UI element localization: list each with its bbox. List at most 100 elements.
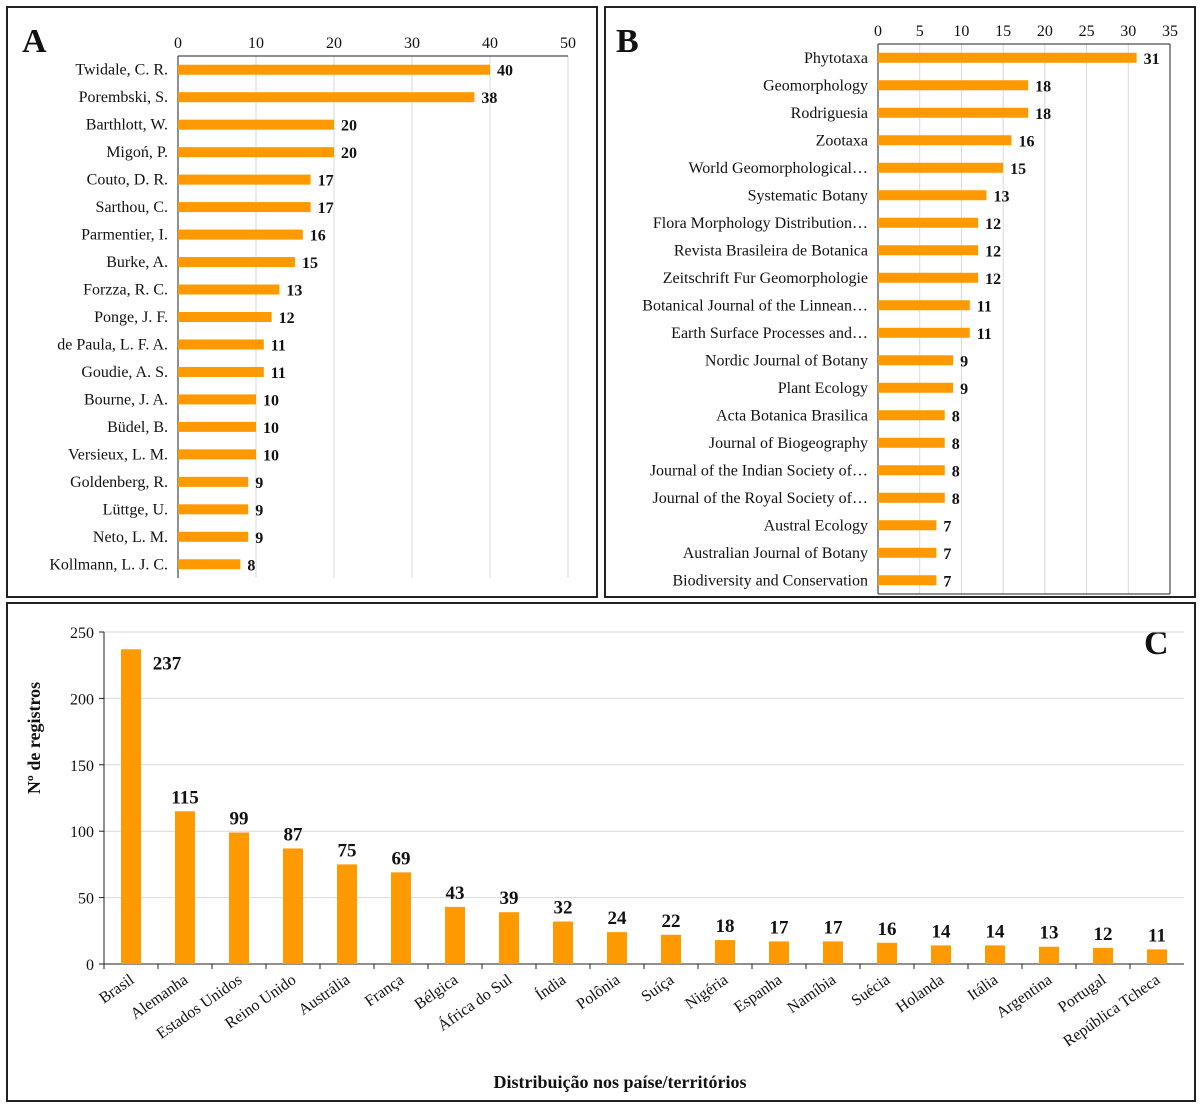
category-label: Couto, D. R. [87,172,168,189]
bar [178,147,334,158]
bar [445,906,465,964]
data-label: 31 [1144,51,1160,68]
category-label: Revista Brasileira de Botanica [674,242,868,259]
data-label: 11 [977,326,992,343]
data-label: 8 [247,557,255,574]
y-tick-label: 200 [70,691,94,708]
panel-b-chart: B 0 5 10 15 20 25 30 35 Phytotaxa 31 Geomorphology… [616,23,1178,595]
data-label: 9 [255,475,263,492]
data-label: 13 [1040,923,1059,944]
bar [229,832,249,964]
bar [931,945,951,964]
data-label: 10 [263,447,279,464]
bar [178,229,303,240]
y-axis-title: Nº de registros [24,682,44,794]
category-label: Journal of Biogeography [709,435,868,452]
bar [985,945,1005,964]
category-label: Journal of the Royal Society of… [652,490,868,507]
x-tick-label: 15 [995,23,1011,40]
bar [878,52,1137,63]
data-label: 15 [1010,161,1026,178]
bar [178,476,249,487]
category-label: Migoń, P. [106,144,168,161]
category-label: Parmentier, I. [81,227,168,244]
bar [878,327,970,338]
bar [283,848,303,964]
y-tick-label: 0 [86,957,94,974]
data-label: 14 [932,921,952,942]
category-label: Goudie, A. S. [81,364,168,381]
category-label: Argentina [993,971,1055,1021]
data-label: 11 [271,365,286,382]
category-label: Botanical Journal of the Linnean… [642,297,868,314]
category-label: França [362,971,407,1010]
bar [878,107,1029,118]
category-label: Plant Ecology [778,380,868,397]
category-label: Neto, L. M. [93,529,168,546]
data-label: 17 [770,917,790,938]
category-label: Flora Morphology Distribution… [653,215,868,232]
bar [178,312,272,322]
data-label: 115 [171,787,198,808]
bar [178,174,311,185]
data-label: 9 [960,353,968,370]
data-label: 8 [952,491,960,508]
panel-b-journals: B 0 5 10 15 20 25 30 35 Phytotaxa 31 Geomorphology… [604,6,1196,598]
x-axis-title: Distribuição nos paíse/territórios [494,1072,747,1092]
bar [878,272,979,283]
bar [178,531,249,542]
bar [878,547,937,558]
bar [878,575,937,586]
category-label: Kollmann, L. J. C. [49,556,168,573]
y-tick-label: 150 [70,758,94,775]
panel-a-authors: A 0 10 20 30 40 50 Twidale, C. R. 40 Porembski, … [6,6,598,598]
category-label: Nordic Journal of Botany [705,352,868,369]
bar [178,559,241,570]
panel-c-chart: C Nº de registros Distribuição nos paíse… [24,625,1184,1092]
bar [178,339,264,350]
category-label: Lüttge, U. [103,501,168,518]
bar [878,437,945,448]
bar [878,520,937,531]
data-label: 9 [255,502,263,519]
data-label: 18 [1035,78,1051,95]
data-label: 32 [554,898,573,919]
data-label: 14 [986,921,1006,942]
data-label: 11 [1148,925,1166,946]
bar [607,932,627,964]
x-tick-label: 20 [326,35,342,52]
category-label: Holanda [893,971,947,1016]
category-label: Systematic Botany [748,187,868,204]
x-tick-label: 10 [953,23,969,40]
category-label: Itália [965,971,1002,1004]
category-label: Geomorphology [763,77,868,94]
data-label: 17 [318,200,334,217]
y-tick-label: 100 [70,824,94,841]
bar [769,941,789,964]
data-label: 10 [263,392,279,409]
category-label: Namíbia [784,971,839,1017]
bar [553,921,573,964]
category-label: Burke, A. [106,254,168,271]
x-tick-label: 40 [482,35,498,52]
panel-a-chart: A 0 10 20 30 40 50 Twidale, C. R. 40 Porembski, … [22,23,576,578]
y-tick-label: 250 [70,625,94,642]
x-tick-label: 5 [916,23,924,40]
bar [178,64,490,75]
data-label: 39 [500,888,519,909]
data-label: 8 [952,408,960,425]
data-label: 87 [284,824,304,845]
bar [337,864,357,964]
bar [878,410,945,421]
category-label: Índia [531,970,569,1004]
category-label: Suécia [849,971,894,1009]
bar [499,912,519,964]
bar [878,135,1012,146]
category-label: Forzza, R. C. [83,282,168,299]
bar [661,934,681,964]
data-label: 7 [943,573,951,590]
data-label: 17 [318,173,334,190]
data-label: 12 [985,216,1001,233]
category-label: Brasil [96,971,138,1007]
category-label: Büdel, B. [107,419,168,436]
